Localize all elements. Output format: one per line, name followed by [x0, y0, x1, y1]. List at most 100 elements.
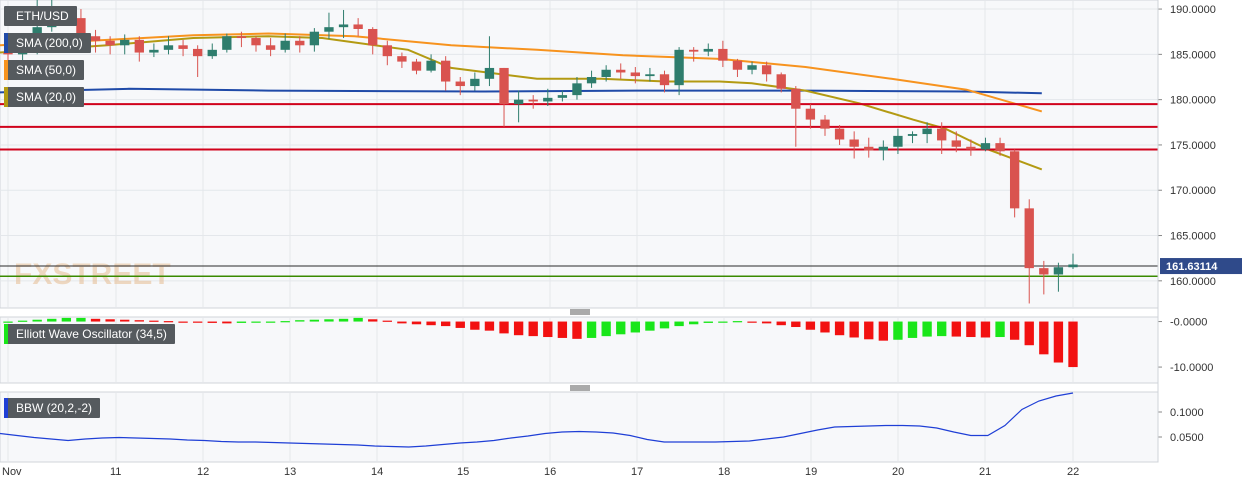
candle-body — [368, 28, 378, 46]
ewo-swatch — [4, 324, 8, 344]
x-tick-label: 16 — [544, 466, 556, 478]
ewo-bar — [61, 317, 72, 322]
ewo-bar — [397, 321, 407, 324]
bbw-legend[interactable]: BBW (20,2,-2) — [4, 398, 101, 418]
ewo-legend-text: Elliott Wave Oscillator (34,5) — [16, 327, 167, 341]
ewo-bar — [805, 321, 816, 330]
ewo-bar — [761, 321, 772, 324]
candle-body — [776, 74, 786, 89]
candle-body — [1068, 264, 1078, 268]
sma20-swatch — [4, 87, 8, 107]
candle-body — [747, 65, 757, 70]
candle-body — [441, 60, 451, 82]
ewo-bar — [586, 321, 597, 338]
x-tick-label: 21 — [979, 466, 991, 478]
sma20-legend[interactable]: SMA (20,0) — [4, 87, 85, 107]
ewo-bar — [251, 321, 261, 323]
candle-body — [907, 134, 918, 136]
candle-body — [338, 24, 349, 28]
ewo-bar — [689, 321, 699, 325]
candle-body — [732, 60, 743, 70]
candle-body — [134, 39, 144, 53]
last-price-tag — [1160, 258, 1242, 275]
candle-body — [893, 135, 903, 147]
ewo-bar — [1039, 321, 1049, 355]
candle-body — [572, 83, 582, 96]
x-tick-label: 12 — [197, 466, 209, 478]
candle-body — [192, 48, 203, 57]
ewo-bar — [616, 321, 626, 335]
candle-body — [426, 60, 436, 71]
ewo-bar — [732, 321, 743, 323]
ewo-bar — [353, 317, 363, 322]
ewo-bar — [309, 319, 320, 322]
candle-body — [761, 65, 772, 75]
ewo-bar — [222, 321, 232, 324]
bbw-swatch — [4, 398, 8, 418]
symbol-label[interactable]: ETH/USD — [4, 6, 77, 26]
ewo-bar — [295, 320, 305, 322]
ewo-bar — [980, 321, 991, 338]
x-tick-label: 13 — [284, 466, 296, 478]
candle-body — [222, 36, 232, 50]
bbw-tick-label: 0.0500 — [1170, 432, 1204, 444]
candle-body — [1053, 267, 1064, 275]
candle-body — [820, 119, 830, 129]
candle-body — [236, 36, 247, 39]
ewo-bar — [1009, 321, 1020, 340]
ewo-bar — [674, 321, 684, 327]
ewo-bar — [484, 321, 495, 331]
sma200-legend-text: SMA (200,0) — [16, 36, 83, 50]
ewo-bar — [32, 319, 42, 322]
candle-body — [76, 18, 86, 37]
candle-body — [513, 99, 524, 105]
bbw-legend-text: BBW (20,2,-2) — [16, 401, 93, 415]
candle-body — [1024, 208, 1034, 269]
candle-body — [922, 128, 932, 135]
ewo-bar — [1053, 321, 1064, 363]
x-tick-label: 17 — [631, 466, 643, 478]
ewo-bar — [776, 321, 786, 326]
ewo-bar — [120, 319, 130, 322]
candle-body — [353, 24, 363, 29]
sma20-legend-text: SMA (20,0) — [16, 90, 77, 104]
price-tick-label: 160.0000 — [1170, 276, 1216, 288]
ewo-legend[interactable]: Elliott Wave Oscillator (34,5) — [4, 324, 175, 344]
x-tick-label: 15 — [457, 466, 469, 478]
ewo-tick-label: -0.0000 — [1170, 317, 1207, 329]
ewo-bar — [426, 321, 436, 326]
sma200-swatch — [4, 33, 8, 53]
candle-body — [470, 78, 480, 87]
ewo-bar — [382, 320, 392, 322]
ewo-bar — [864, 321, 874, 340]
sma200-legend[interactable]: SMA (200,0) — [4, 33, 91, 53]
ewo-bar — [3, 321, 13, 323]
ewo-bar — [149, 320, 159, 322]
ewo-bar — [893, 321, 903, 340]
candle-body — [966, 146, 976, 150]
candle-body — [411, 61, 422, 71]
ewo-bar — [601, 321, 611, 337]
candle-body — [995, 143, 1005, 152]
ewo-bar — [572, 321, 582, 339]
ewo-bar — [280, 321, 290, 323]
last-price-value: 161.63114 — [1166, 261, 1218, 273]
x-tick-label: 19 — [805, 466, 817, 478]
ewo-bar — [324, 319, 334, 322]
candle-body — [645, 74, 655, 77]
ewo-bar — [528, 321, 538, 337]
ewo-bar — [922, 321, 932, 337]
sma50-line — [0, 32, 1043, 113]
ewo-bar — [791, 321, 801, 328]
ewo-bar — [470, 321, 480, 330]
ewo-bar — [192, 321, 203, 323]
price-tick-label: 165.0000 — [1170, 231, 1216, 243]
ewo-bar — [907, 321, 918, 338]
candle-body — [178, 45, 188, 49]
sma50-legend[interactable]: SMA (50,0) — [4, 60, 85, 80]
sma50-legend-text: SMA (50,0) — [16, 63, 77, 77]
ewo-bar — [134, 320, 144, 322]
symbol-text: ETH/USD — [16, 9, 69, 23]
